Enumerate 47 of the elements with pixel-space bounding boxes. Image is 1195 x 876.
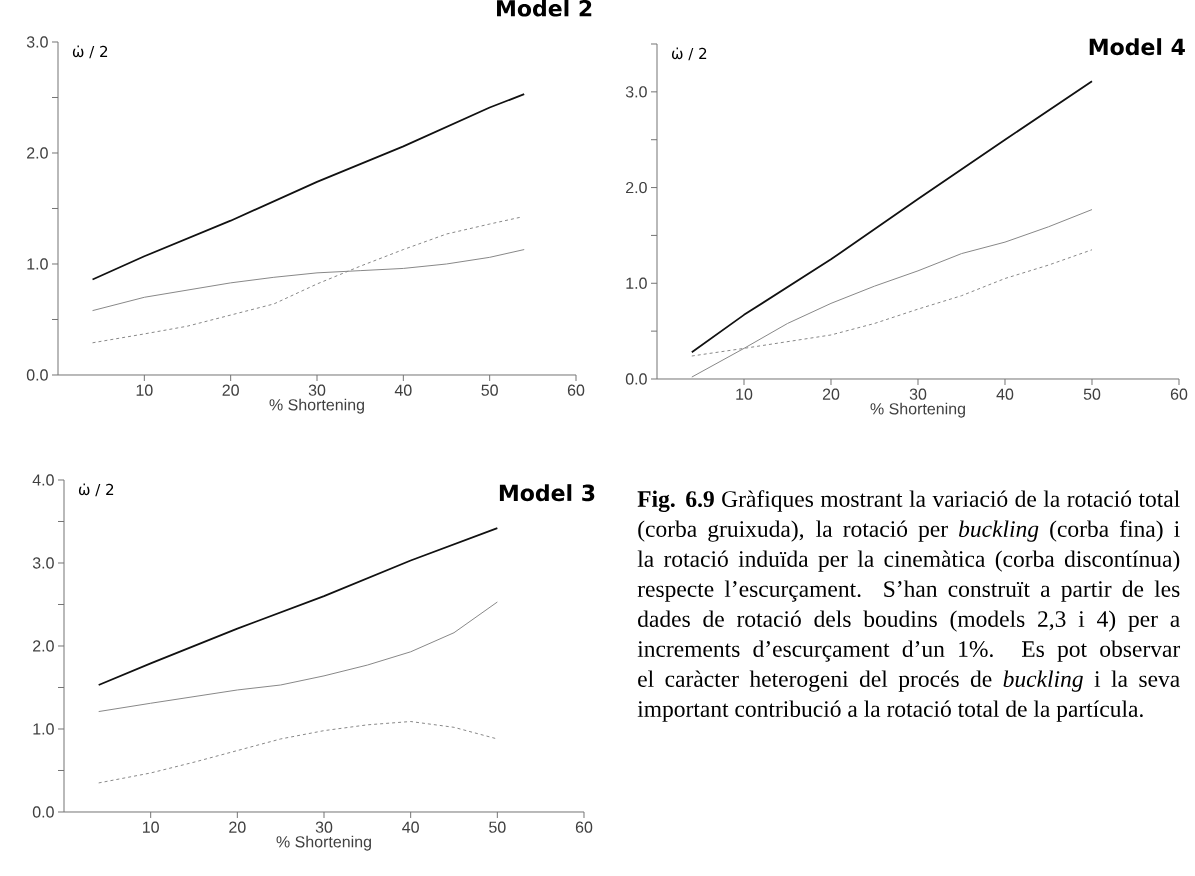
x-tick-label: 60 (575, 821, 593, 833)
x-tick-label: 40 (402, 821, 419, 833)
x-axis-title: % Shortening (276, 835, 371, 851)
x-axis-title: % Shortening (870, 402, 965, 418)
y-tick-label: 4.0 (32, 474, 54, 486)
y-axis-title: ω̇ / 2 (72, 45, 108, 59)
y-tick-label: 3.0 (32, 557, 54, 569)
y-axis-title: ω̇ / 2 (78, 483, 114, 497)
line-series (98, 601, 498, 713)
y-tick-label: 0.0 (625, 373, 647, 385)
y-tick-label: 2.0 (626, 181, 647, 194)
text: Fig. 6.9 Gràfiques mostrant la variació de la rotació total (corba gruixuda), la rotació per buckling (corba fina) i la rotació induïda per la cinemàtica (corba discontínua) respecte l’escurçament. S’han construït a partir de les dades de rotació dels boudins (models 2,3 i 4) per a increments d’escurçament d’un 1%. Es pot observar el caràcter heterogeni del procés de buckling i la seva important contribució a la rotació total de la partícula. (637, 490, 1181, 722)
line-series (691, 209, 1093, 378)
x-tick-label: 30 (909, 388, 927, 400)
x-tick-label: 40 (394, 384, 412, 396)
y-axis-title: ω̇ / 2 (671, 47, 707, 61)
y-tick-label: 0.0 (26, 369, 48, 381)
y-tick-label: 2.0 (33, 640, 54, 652)
y-tick-label: 2.0 (27, 147, 48, 159)
x-axis-title: % Shortening (269, 398, 364, 414)
line-series (91, 93, 526, 281)
y-tick-label: 3.0 (26, 36, 48, 48)
x-tick-label: 50 (489, 821, 506, 833)
x-tick-label: 20 (229, 821, 246, 833)
chart-title: Model 3 (499, 484, 595, 502)
x-tick-label: 50 (481, 384, 498, 396)
y-tick-label: 1.0 (626, 277, 647, 289)
chart-title: Model 4 (1089, 38, 1185, 56)
y-tick-label: 0.0 (32, 806, 54, 818)
x-tick-label: 20 (822, 388, 840, 400)
x-tick-label: 30 (308, 384, 326, 396)
x-tick-label: 10 (143, 821, 159, 833)
line-series (92, 216, 521, 344)
chart-title: Model 2 (497, 0, 592, 17)
y-tick-label: 1.0 (27, 258, 48, 270)
x-tick-label: 50 (1083, 388, 1101, 400)
line-series (690, 80, 1093, 354)
line-series (97, 527, 499, 686)
x-tick-label: 60 (1170, 388, 1188, 400)
y-tick-label: 1.0 (33, 723, 54, 735)
x-tick-label: 10 (736, 388, 753, 400)
x-tick-label: 10 (136, 384, 153, 396)
y-tick-label: 3.0 (625, 86, 647, 98)
x-tick-label: 30 (315, 821, 333, 833)
x-tick-label: 60 (567, 384, 585, 396)
x-tick-label: 40 (996, 388, 1014, 400)
x-tick-label: 20 (222, 384, 239, 396)
